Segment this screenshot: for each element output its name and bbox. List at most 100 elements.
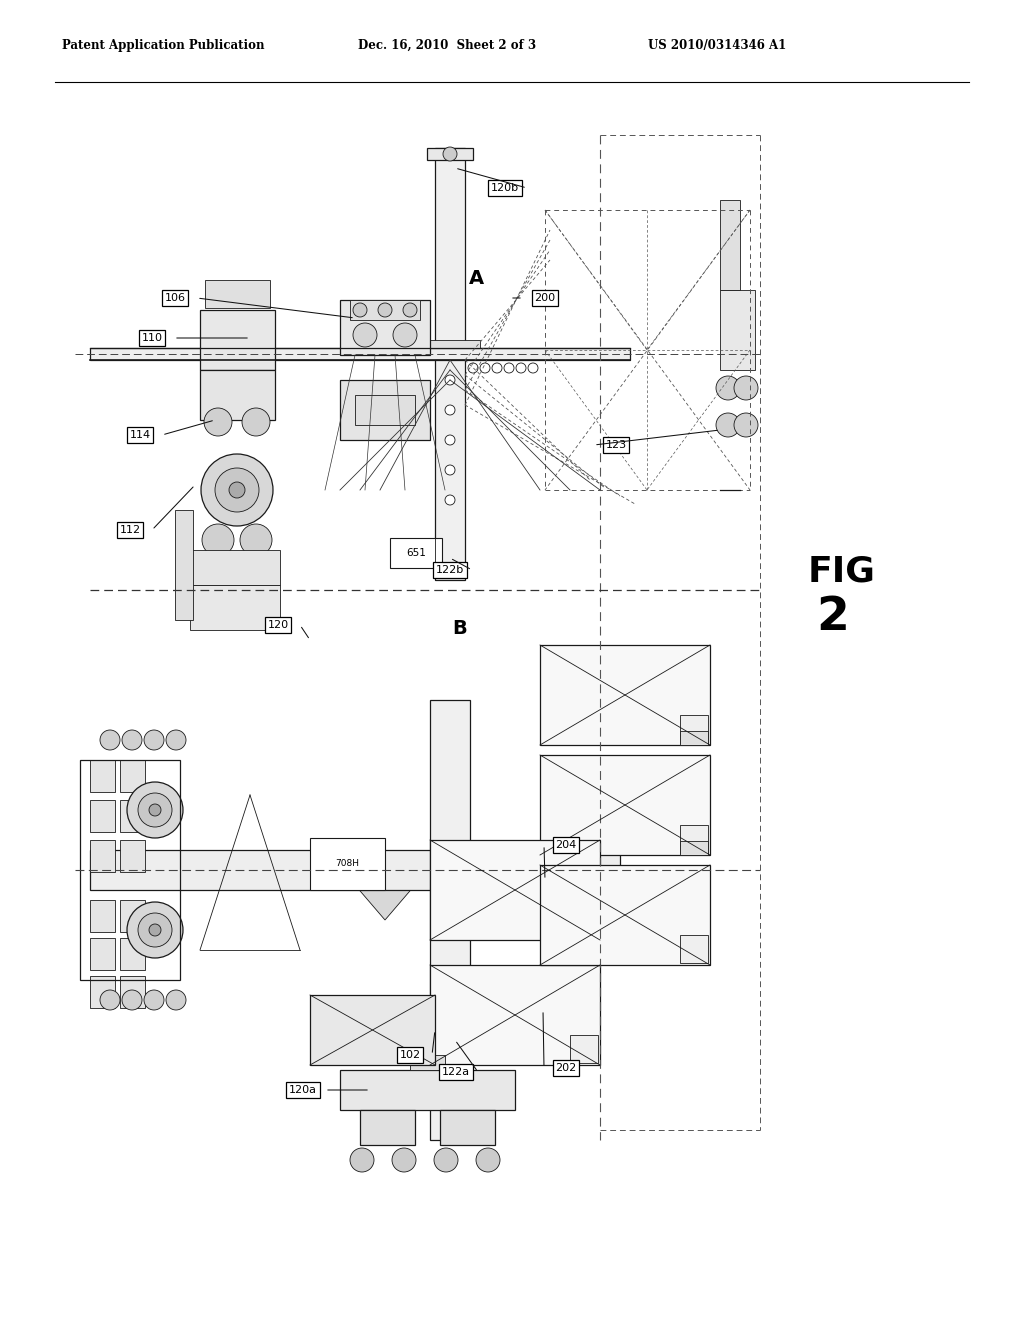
- Text: 110: 110: [141, 333, 163, 343]
- Bar: [435, 360, 465, 579]
- Circle shape: [434, 1148, 458, 1172]
- Circle shape: [138, 913, 172, 946]
- Bar: [200, 370, 275, 420]
- Bar: [90, 840, 115, 873]
- Circle shape: [150, 804, 161, 816]
- Text: B: B: [453, 619, 467, 638]
- Text: 120a: 120a: [289, 1085, 317, 1096]
- Circle shape: [202, 524, 234, 556]
- Circle shape: [144, 990, 164, 1010]
- Circle shape: [127, 902, 183, 958]
- Bar: [680, 731, 708, 744]
- Circle shape: [445, 405, 455, 414]
- Text: A: A: [468, 268, 483, 288]
- Text: FIG: FIG: [808, 554, 876, 589]
- Bar: [120, 760, 145, 792]
- Circle shape: [215, 469, 259, 512]
- Polygon shape: [355, 884, 415, 920]
- Bar: [570, 909, 598, 939]
- Circle shape: [378, 304, 392, 317]
- Text: 200: 200: [535, 293, 556, 304]
- Bar: [430, 965, 600, 1065]
- Circle shape: [445, 436, 455, 445]
- Bar: [540, 865, 710, 965]
- Text: 708H: 708H: [335, 859, 359, 869]
- Text: 120: 120: [267, 620, 289, 630]
- Bar: [80, 760, 180, 979]
- Circle shape: [242, 408, 270, 436]
- Circle shape: [353, 304, 367, 317]
- Circle shape: [716, 413, 740, 437]
- Circle shape: [350, 1148, 374, 1172]
- Bar: [120, 975, 145, 1008]
- Text: 651: 651: [407, 548, 426, 558]
- Bar: [190, 550, 280, 585]
- Bar: [310, 838, 385, 890]
- Bar: [340, 1071, 515, 1110]
- Circle shape: [166, 730, 186, 750]
- Circle shape: [127, 781, 183, 838]
- Circle shape: [445, 465, 455, 475]
- Circle shape: [100, 990, 120, 1010]
- Bar: [680, 935, 708, 964]
- Circle shape: [716, 376, 740, 400]
- Circle shape: [443, 147, 457, 161]
- Circle shape: [393, 323, 417, 347]
- Bar: [680, 715, 708, 743]
- Circle shape: [122, 990, 142, 1010]
- Circle shape: [468, 363, 478, 374]
- Bar: [720, 290, 755, 370]
- Text: 2: 2: [816, 595, 849, 640]
- Bar: [390, 539, 442, 568]
- Bar: [90, 348, 630, 360]
- Circle shape: [204, 408, 232, 436]
- Bar: [360, 1110, 415, 1144]
- Bar: [120, 840, 145, 873]
- Bar: [540, 755, 710, 855]
- Bar: [435, 148, 465, 360]
- Text: 112: 112: [120, 525, 140, 535]
- Circle shape: [150, 924, 161, 936]
- Text: 106: 106: [165, 293, 185, 304]
- Circle shape: [476, 1148, 500, 1172]
- Circle shape: [403, 304, 417, 317]
- Text: Dec. 16, 2010  Sheet 2 of 3: Dec. 16, 2010 Sheet 2 of 3: [358, 40, 537, 51]
- Bar: [420, 341, 480, 348]
- Circle shape: [122, 730, 142, 750]
- Circle shape: [492, 363, 502, 374]
- Text: 204: 204: [555, 840, 577, 850]
- Circle shape: [445, 375, 455, 385]
- Bar: [430, 840, 600, 940]
- Circle shape: [201, 454, 273, 525]
- Bar: [90, 939, 115, 970]
- Text: Patent Application Publication: Patent Application Publication: [62, 40, 264, 51]
- Bar: [570, 1035, 598, 1063]
- Text: 102: 102: [399, 1049, 421, 1060]
- Circle shape: [734, 413, 758, 437]
- Text: US 2010/0314346 A1: US 2010/0314346 A1: [648, 40, 786, 51]
- Text: 202: 202: [555, 1063, 577, 1073]
- Bar: [540, 645, 710, 744]
- Bar: [440, 1110, 495, 1144]
- Circle shape: [229, 482, 245, 498]
- Bar: [120, 939, 145, 970]
- Bar: [90, 900, 115, 932]
- Bar: [350, 300, 420, 319]
- Bar: [90, 850, 620, 890]
- Circle shape: [166, 990, 186, 1010]
- Bar: [120, 900, 145, 932]
- Bar: [340, 380, 430, 440]
- Bar: [430, 700, 470, 1140]
- Circle shape: [392, 1148, 416, 1172]
- Text: 123: 123: [605, 440, 627, 450]
- Bar: [310, 995, 435, 1065]
- Bar: [680, 825, 708, 853]
- Circle shape: [480, 363, 490, 374]
- Text: 114: 114: [129, 430, 151, 440]
- Bar: [205, 280, 270, 308]
- Bar: [175, 510, 193, 620]
- Bar: [340, 300, 430, 355]
- Bar: [427, 148, 473, 160]
- Circle shape: [504, 363, 514, 374]
- Circle shape: [240, 524, 272, 556]
